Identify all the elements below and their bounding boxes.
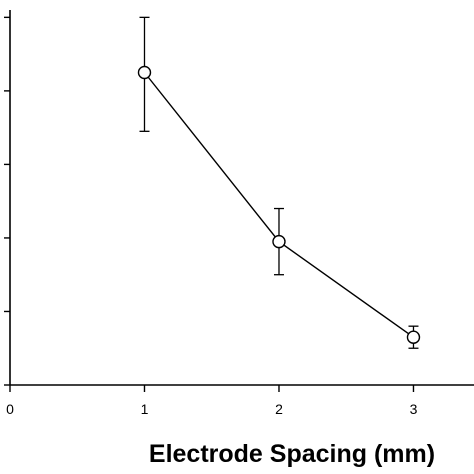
data-point-2 xyxy=(406,330,421,344)
x-tick-label-3: 3 xyxy=(410,401,418,417)
series-line-0 xyxy=(143,72,414,338)
x-tick-label-0: 0 xyxy=(6,401,14,417)
x-axis-title: Electrode Spacing (mm) xyxy=(149,440,435,468)
x-axis-tick-labels: 0 1 2 3 xyxy=(6,401,417,417)
y-axis-ticks xyxy=(4,16,10,386)
x-tick-label-1: 1 xyxy=(141,401,149,417)
data-point-1 xyxy=(272,234,286,249)
x-tick-label-2: 2 xyxy=(275,401,283,417)
series-layer xyxy=(137,16,421,349)
data-point-0 xyxy=(137,65,152,80)
x-axis-ticks xyxy=(9,385,415,392)
